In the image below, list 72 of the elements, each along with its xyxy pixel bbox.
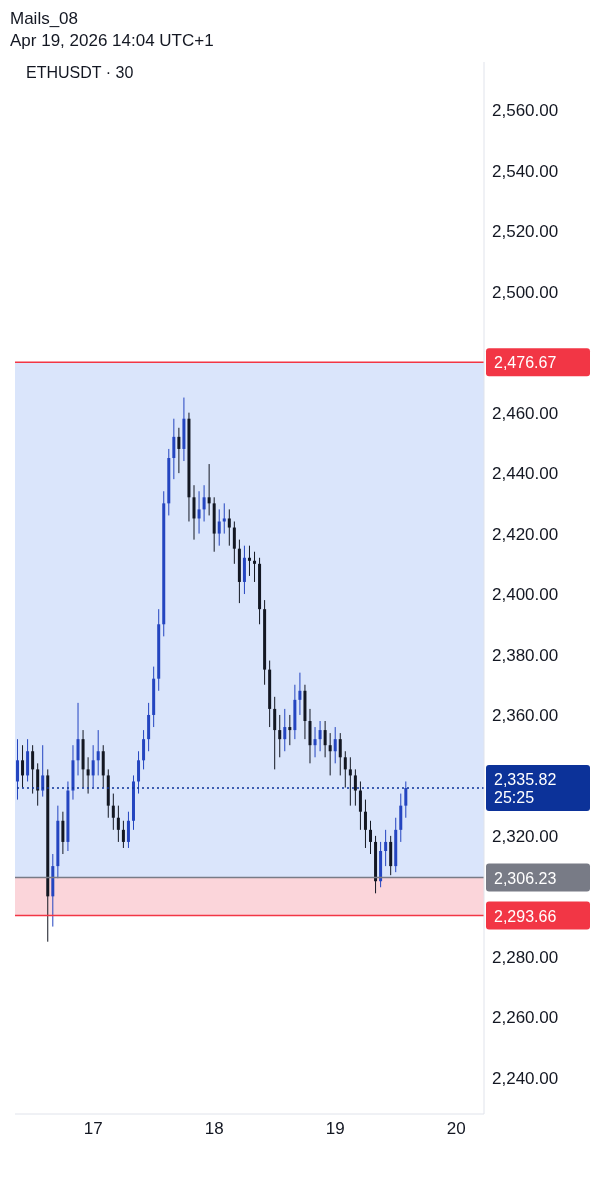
candlestick xyxy=(253,551,257,583)
candlestick xyxy=(197,490,201,535)
candlestick xyxy=(247,545,251,577)
candlestick xyxy=(298,672,302,716)
candlestick xyxy=(273,696,277,770)
ref-line-label: 2,476.67 xyxy=(494,354,557,372)
candlestick xyxy=(31,744,35,795)
y-tick-label: 2,260.00 xyxy=(492,1008,559,1028)
chart-title: ETHUSDT · 30 xyxy=(26,64,134,82)
candlestick xyxy=(61,811,65,855)
y-tick-label: 2,320.00 xyxy=(492,826,559,846)
y-tick-label: 2,540.00 xyxy=(492,161,559,181)
candlestick xyxy=(328,732,332,776)
candlestick xyxy=(404,780,408,819)
candlestick xyxy=(323,720,327,758)
x-tick-label: 19 xyxy=(325,1119,345,1139)
candlestick xyxy=(288,714,292,746)
candlestick xyxy=(348,756,352,807)
y-tick-label: 2,240.00 xyxy=(492,1068,559,1088)
candlestick xyxy=(177,427,181,474)
candlestick xyxy=(142,729,146,770)
candlestick xyxy=(41,744,45,798)
candlestick xyxy=(36,762,40,807)
candlestick xyxy=(278,714,282,758)
candlestick xyxy=(21,744,25,789)
y-tick-label: 2,560.00 xyxy=(492,101,559,121)
candlestick xyxy=(363,799,367,849)
candlestick xyxy=(232,520,236,565)
y-tick-label: 2,460.00 xyxy=(492,403,559,423)
candlestick xyxy=(137,750,141,795)
candlestick xyxy=(116,805,120,843)
candlestick xyxy=(126,811,130,849)
y-tick-label: 2,380.00 xyxy=(492,645,559,665)
candlestick xyxy=(318,720,322,752)
y-tick-label: 2,420.00 xyxy=(492,524,559,544)
candlestick xyxy=(217,508,221,547)
candlestick xyxy=(283,708,287,752)
candlestick xyxy=(192,484,196,541)
y-tick-label: 2,280.00 xyxy=(492,947,559,967)
y-tick-label: 2,500.00 xyxy=(492,282,559,302)
candlestick xyxy=(202,484,206,522)
ref-line-label: 2,306.23 xyxy=(494,869,557,887)
x-tick-label: 17 xyxy=(83,1119,103,1139)
candlestick xyxy=(91,744,95,789)
x-tick-label: 18 xyxy=(204,1119,224,1139)
candlestick xyxy=(121,820,125,849)
candlestick xyxy=(76,702,80,776)
candlestick xyxy=(313,726,317,758)
candlestick xyxy=(343,750,347,789)
x-tick-label: 20 xyxy=(446,1119,466,1139)
candlestick xyxy=(227,508,231,547)
candlestick xyxy=(353,768,357,807)
text: Apr 19, 2026 14:04 UTC+1 xyxy=(10,30,215,52)
candlestick xyxy=(86,756,90,795)
y-tick-label: 2,520.00 xyxy=(492,222,559,242)
candlestick xyxy=(333,726,337,764)
candlestick xyxy=(338,732,342,776)
candlestick xyxy=(384,829,388,867)
ref-line-label: 2,293.66 xyxy=(494,907,557,925)
candlestick xyxy=(369,820,373,855)
candlestick xyxy=(207,463,211,516)
candlestick xyxy=(96,729,100,776)
y-tick-label: 2,400.00 xyxy=(492,585,559,605)
ref-line-label: 2,335.82 25:25 xyxy=(494,771,557,807)
candlestick xyxy=(172,418,176,480)
y-tick-label: 2,440.00 xyxy=(492,464,559,484)
text: Mails_08 xyxy=(10,8,80,30)
candlestick xyxy=(358,780,362,831)
candlestick xyxy=(222,502,226,535)
candlestick xyxy=(16,738,19,801)
y-tick-label: 2,360.00 xyxy=(492,706,559,725)
candlestick xyxy=(111,793,115,831)
